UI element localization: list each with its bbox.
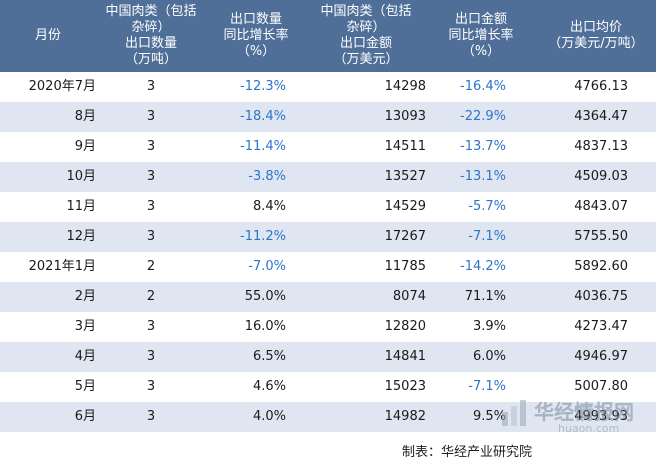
cell-average-price: 4993.93 <box>574 409 628 424</box>
cell-export-amount: 14841 <box>384 349 426 364</box>
cell-export-amount: 14982 <box>384 409 426 424</box>
cell-export-amount: 11785 <box>384 259 426 274</box>
table-row: 11月 3 8.4% 14529 -5.7% 4843.07 <box>0 192 656 222</box>
cell-month: 11月 <box>66 199 96 214</box>
table-row: 3月 3 16.0% 12820 3.9% 4273.47 <box>0 312 656 342</box>
cell-quantity-yoy: -12.3% <box>240 79 286 94</box>
cell-export-amount: 13527 <box>384 169 426 184</box>
cell-average-price: 5892.60 <box>574 259 628 274</box>
cell-export-quantity: 3 <box>146 349 156 364</box>
cell-export-amount: 8074 <box>392 289 426 304</box>
cell-quantity-yoy: 4.6% <box>252 379 286 394</box>
table-row: 9月 3 -11.4% 14511 -13.7% 4837.13 <box>0 132 656 162</box>
cell-quantity-yoy: 16.0% <box>244 319 286 334</box>
cell-amount-yoy: -16.4% <box>460 79 506 94</box>
cell-average-price: 4837.13 <box>574 139 628 154</box>
cell-average-price: 4766.13 <box>574 79 628 94</box>
cell-amount-yoy: -22.9% <box>460 109 506 124</box>
cell-export-amount: 14298 <box>384 79 426 94</box>
cell-export-quantity: 3 <box>146 409 156 424</box>
cell-export-amount: 12820 <box>384 319 426 334</box>
cell-quantity-yoy: -7.0% <box>248 259 286 274</box>
cell-export-quantity: 3 <box>146 109 156 124</box>
cell-month: 3月 <box>74 319 96 334</box>
cell-export-quantity: 3 <box>146 169 156 184</box>
cell-amount-yoy: -5.7% <box>468 199 506 214</box>
cell-quantity-yoy: 8.4% <box>252 199 286 214</box>
cell-quantity-yoy: 6.5% <box>252 349 286 364</box>
cell-export-quantity: 3 <box>146 139 156 154</box>
watermark-url: huaon.com <box>558 422 620 435</box>
watermark-logo-icon <box>502 400 526 426</box>
table-row: 8月 3 -18.4% 13093 -22.9% 4364.47 <box>0 102 656 132</box>
cell-average-price: 5755.50 <box>574 229 628 244</box>
cell-amount-yoy: -14.2% <box>460 259 506 274</box>
cell-average-price: 5007.80 <box>574 379 628 394</box>
cell-amount-yoy: -7.1% <box>468 229 506 244</box>
cell-average-price: 4946.97 <box>574 349 628 364</box>
cell-month: 9月 <box>74 139 96 154</box>
cell-quantity-yoy: -11.4% <box>240 139 286 154</box>
cell-quantity-yoy: -11.2% <box>240 229 286 244</box>
watermark: 华经情报网 huaon.com <box>500 394 650 442</box>
cell-amount-yoy: -13.7% <box>460 139 506 154</box>
cell-average-price: 4036.75 <box>574 289 628 304</box>
table-row: 4月 3 6.5% 14841 6.0% 4946.97 <box>0 342 656 372</box>
header-export-amount: 中国肉类（包括 杂碎） 出口金额 （万美元） <box>320 4 412 67</box>
cell-average-price: 4843.07 <box>574 199 628 214</box>
cell-quantity-yoy: -3.8% <box>248 169 286 184</box>
cell-amount-yoy: 6.0% <box>472 349 506 364</box>
cell-export-amount: 17267 <box>384 229 426 244</box>
cell-export-quantity: 3 <box>146 379 156 394</box>
header-average-price: 出口均价 （万美元/万吨） <box>548 20 644 51</box>
cell-average-price: 4364.47 <box>574 109 628 124</box>
table-header: 月份 中国肉类（包括 杂碎） 出口数量 （万吨） 出口数量 同比增长率 （%） … <box>0 0 656 72</box>
cell-export-quantity: 3 <box>146 79 156 94</box>
cell-export-amount: 14511 <box>384 139 426 154</box>
cell-export-amount: 15023 <box>384 379 426 394</box>
cell-month: 2020年7月 <box>28 79 96 94</box>
cell-month: 4月 <box>74 349 96 364</box>
cell-amount-yoy: 71.1% <box>464 289 506 304</box>
credit-text: 制表：华经产业研究院 <box>401 445 532 460</box>
cell-month: 10月 <box>66 169 96 184</box>
cell-amount-yoy: -13.1% <box>460 169 506 184</box>
table-row: 2020年7月 3 -12.3% 14298 -16.4% 4766.13 <box>0 72 656 102</box>
table-row: 12月 3 -11.2% 17267 -7.1% 5755.50 <box>0 222 656 252</box>
cell-quantity-yoy: 55.0% <box>244 289 286 304</box>
cell-month: 12月 <box>66 229 96 244</box>
cell-average-price: 4273.47 <box>574 319 628 334</box>
header-amount-yoy: 出口金额 同比增长率 （%） <box>448 12 514 59</box>
cell-month: 6月 <box>74 409 96 424</box>
cell-quantity-yoy: -18.4% <box>240 109 286 124</box>
cell-amount-yoy: -7.1% <box>468 379 506 394</box>
cell-month: 8月 <box>74 109 96 124</box>
table-row: 10月 3 -3.8% 13527 -13.1% 4509.03 <box>0 162 656 192</box>
table-row: 6月 3 4.0% 14982 9.5% 4993.93 <box>0 402 656 432</box>
table-row: 2月 2 55.0% 8074 71.1% 4036.75 <box>0 282 656 312</box>
footer: 制表：华经产业研究院 <box>0 433 656 465</box>
cell-quantity-yoy: 4.0% <box>252 409 286 424</box>
cell-average-price: 4509.03 <box>574 169 628 184</box>
table-row: 5月 3 4.6% 15023 -7.1% 5007.80 <box>0 372 656 402</box>
header-quantity-yoy: 出口数量 同比增长率 （%） <box>223 12 289 59</box>
header-export-quantity: 中国肉类（包括 杂碎） 出口数量 （万吨） <box>105 4 197 67</box>
cell-export-amount: 13093 <box>384 109 426 124</box>
cell-export-quantity: 3 <box>146 319 156 334</box>
cell-export-quantity: 2 <box>146 259 156 274</box>
cell-export-quantity: 3 <box>146 229 156 244</box>
cell-month: 2月 <box>74 289 96 304</box>
header-month: 月份 <box>34 28 61 43</box>
cell-export-amount: 14529 <box>384 199 426 214</box>
watermark-name: 华经情报网 <box>534 400 634 424</box>
cell-export-quantity: 3 <box>146 199 156 214</box>
cell-amount-yoy: 9.5% <box>472 409 506 424</box>
cell-month: 2021年1月 <box>28 259 96 274</box>
cell-amount-yoy: 3.9% <box>472 319 506 334</box>
table-row: 2021年1月 2 -7.0% 11785 -14.2% 5892.60 <box>0 252 656 282</box>
cell-export-quantity: 2 <box>146 289 156 304</box>
cell-month: 5月 <box>74 379 96 394</box>
